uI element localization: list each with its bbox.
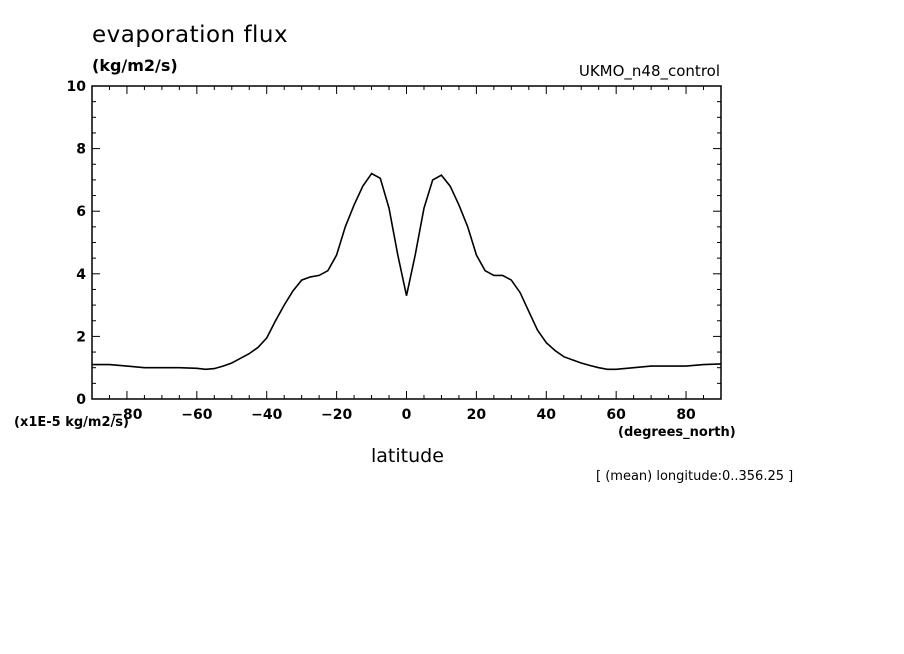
x-tick-label: 20 bbox=[467, 407, 487, 423]
x-tick-label: 60 bbox=[606, 407, 626, 423]
footnote: [ (mean) longitude:0..356.25 ] bbox=[596, 469, 794, 484]
y-tick-label: 8 bbox=[76, 142, 86, 158]
x-tick-label: −60 bbox=[181, 407, 212, 423]
y-tick-label: 6 bbox=[76, 204, 86, 220]
run-name: UKMO_n48_control bbox=[578, 62, 720, 80]
chart-title: evaporation flux bbox=[92, 22, 289, 48]
y-tick-label: 0 bbox=[76, 392, 86, 408]
y-tick-label: 2 bbox=[76, 329, 86, 345]
scale-label: (x1E-5 kg/m2/s) bbox=[14, 415, 129, 430]
x-axis-title: latitude bbox=[371, 445, 444, 467]
x-tick-label: −80 bbox=[111, 407, 142, 423]
y-tick-label: 10 bbox=[67, 79, 87, 95]
x-tick-label: 0 bbox=[402, 407, 412, 423]
plot-frame bbox=[91, 85, 722, 400]
x-tick-label: 40 bbox=[537, 407, 557, 423]
x-tick-label: 80 bbox=[676, 407, 696, 423]
y-tick-label: 4 bbox=[76, 267, 86, 283]
series-line bbox=[92, 172, 722, 371]
x-tick-label: −40 bbox=[251, 407, 282, 423]
x-units-label: (degrees_north) bbox=[618, 425, 736, 440]
x-tick-label: −20 bbox=[321, 407, 352, 423]
units-label: (kg/m2/s) bbox=[92, 56, 178, 75]
